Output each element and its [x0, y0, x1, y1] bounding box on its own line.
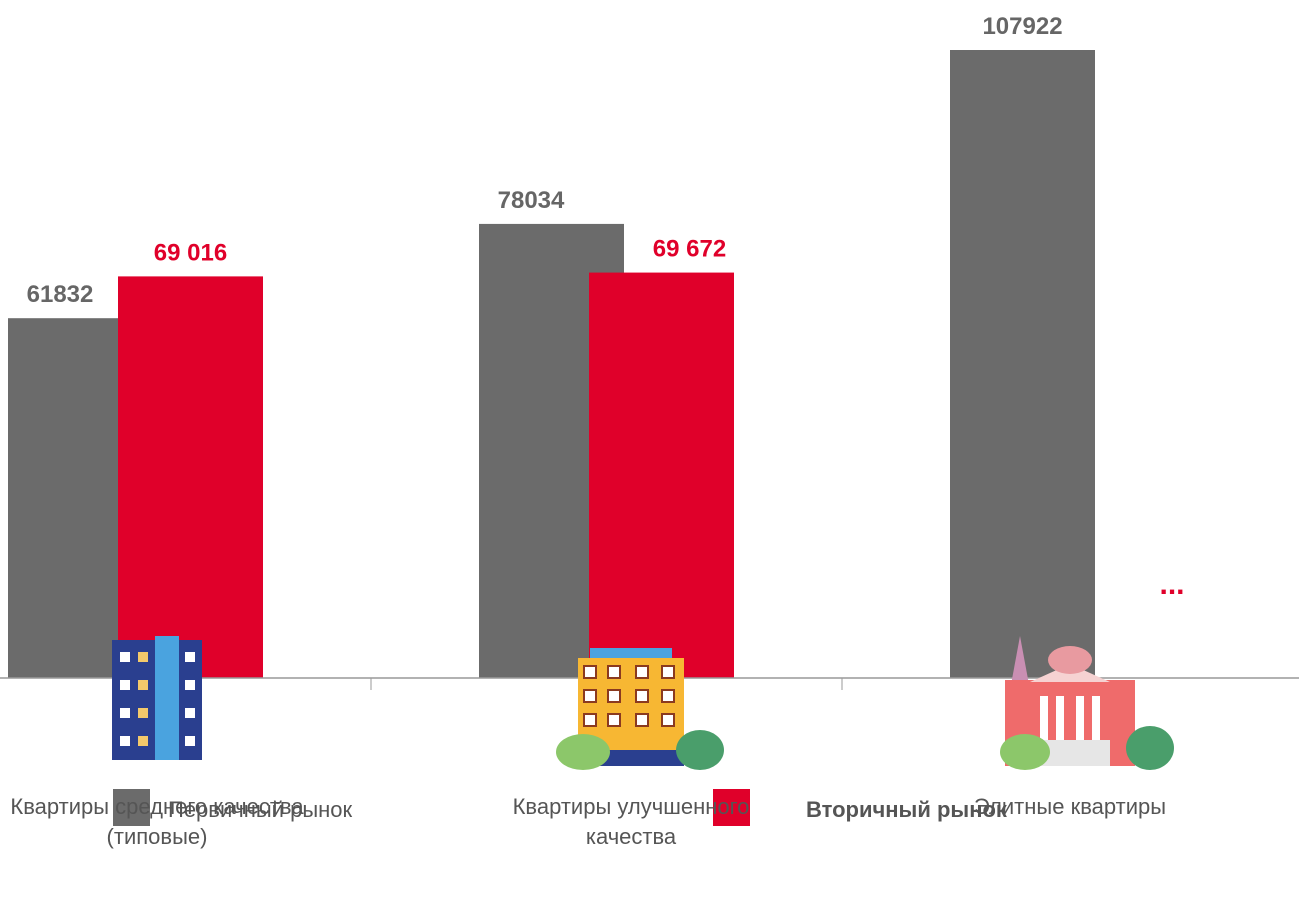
legend-label: Первичный рынок [168, 797, 352, 823]
chart: ... 61832 69 016 78034 69 672 107922 Квартир… [0, 0, 1299, 910]
chart-canvas: ... 61832 69 016 78034 69 672 107922 [0, 0, 1299, 910]
value-label: 61832 [27, 281, 94, 308]
value-label: 69 016 [154, 239, 227, 266]
bar [589, 273, 734, 678]
icon-standard-building [112, 636, 202, 760]
value-label: 69 672 [653, 236, 726, 263]
legend-label: Вторичный рынок [806, 797, 1007, 823]
bars [8, 50, 1095, 678]
value-label: 78034 [498, 187, 565, 214]
annotation: ... [1159, 568, 1184, 601]
value-label: 107922 [982, 13, 1062, 40]
bar [118, 276, 263, 678]
category-label: Квартиры улучшенного качества [481, 792, 781, 852]
bar [950, 50, 1095, 678]
